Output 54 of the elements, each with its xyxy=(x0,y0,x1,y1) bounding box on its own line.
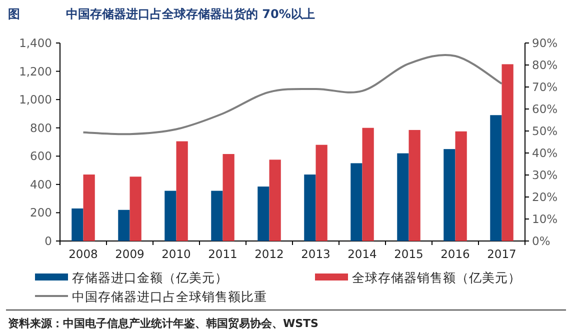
bar xyxy=(304,174,316,241)
bar xyxy=(130,176,142,241)
bar xyxy=(455,131,467,241)
x-tick-label: 2016 xyxy=(440,247,470,261)
bar xyxy=(444,149,456,241)
y2-tick-label: 10% xyxy=(532,212,558,226)
bar xyxy=(490,115,502,241)
legend-label: 中国存储器进口占全球销售额比重 xyxy=(72,289,267,304)
y2-tick-label: 80% xyxy=(532,58,558,72)
y-tick-label: 800 xyxy=(30,120,52,135)
x-tick-label: 2014 xyxy=(348,247,377,261)
y-tick-label: 1,200 xyxy=(19,64,52,78)
bar xyxy=(397,153,409,241)
text: 资料来源：中国电子信息产业统计年鉴、韩国贸易协会、WSTS xyxy=(8,317,319,330)
y-tick-label: 400 xyxy=(30,177,52,192)
x-tick-label: 2011 xyxy=(208,247,238,261)
x-tick-label: 2017 xyxy=(487,247,516,261)
bar xyxy=(408,130,420,241)
bar xyxy=(211,190,223,241)
legend-label: 存储器进口金额（亿美元） xyxy=(72,270,228,285)
y-tick-label: 0 xyxy=(44,234,52,248)
legend-label: 全球存储器销售额（亿美元） xyxy=(352,270,521,285)
bar xyxy=(83,174,95,241)
text: 图 xyxy=(8,7,20,21)
y2-tick-label: 40% xyxy=(532,146,558,160)
bar xyxy=(350,163,362,241)
y2-tick-label: 60% xyxy=(532,102,558,116)
bar xyxy=(316,144,328,241)
y2-tick-label: 0% xyxy=(532,234,550,248)
bar xyxy=(164,190,176,241)
bar xyxy=(362,128,374,241)
y2-tick-label: 30% xyxy=(532,168,558,182)
y2-tick-label: 70% xyxy=(532,80,558,94)
y-tick-label: 1,400 xyxy=(19,36,52,50)
bar xyxy=(176,141,188,241)
bar xyxy=(118,210,130,241)
x-tick-label: 2013 xyxy=(301,247,330,261)
y-tick-label: 1,000 xyxy=(19,92,52,107)
y2-tick-label: 90% xyxy=(532,36,558,50)
bar xyxy=(502,64,514,241)
x-tick-label: 2012 xyxy=(254,247,284,261)
y-tick-label: 600 xyxy=(30,149,52,164)
bar xyxy=(222,154,234,241)
x-tick-label: 2010 xyxy=(162,247,191,261)
x-tick-label: 2015 xyxy=(394,247,424,261)
y2-tick-label: 50% xyxy=(532,124,558,138)
y2-tick-label: 20% xyxy=(532,190,558,204)
x-tick-label: 2009 xyxy=(115,247,144,261)
bar xyxy=(72,208,84,241)
chart-title: 中国存储器进口占全球存储器出货的 70%以上 xyxy=(66,7,315,21)
x-tick-label: 2008 xyxy=(68,247,98,261)
y-tick-label: 200 xyxy=(30,206,52,220)
bar xyxy=(269,160,281,241)
bar xyxy=(258,186,270,241)
